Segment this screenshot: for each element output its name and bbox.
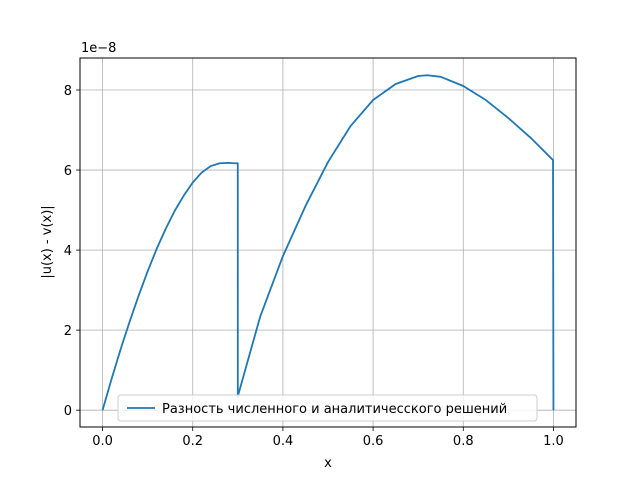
y-axis-label: |u(x) - v(x)|	[40, 205, 55, 278]
x-tick-label: 0.6	[363, 434, 384, 449]
x-axis-label: x	[324, 456, 332, 471]
legend: Разность численного и аналитичесского ре…	[117, 394, 538, 422]
series-line	[101, 74, 555, 411]
x-tick-label: 1.0	[543, 434, 564, 449]
y-tick-label: 0	[64, 404, 72, 419]
x-tick-label: 0.2	[182, 434, 203, 449]
y-tick-label: 6	[64, 164, 72, 179]
series-layer	[101, 74, 555, 411]
y-tick-label: 2	[64, 324, 72, 339]
x-tick-label: 0.8	[453, 434, 474, 449]
x-axis: 0.0 0.2 0.4 0.6 0.8 1.0	[92, 427, 564, 449]
x-tick-label: 0.0	[92, 434, 113, 449]
y-scale-label: 1e−8	[81, 41, 116, 56]
legend-box	[117, 394, 538, 422]
y-tick-label: 8	[64, 84, 72, 99]
plot-area	[79, 57, 577, 428]
y-axis: 0 2 4 6 8	[64, 84, 80, 419]
y-tick-label: 4	[64, 244, 72, 259]
x-tick-label: 0.4	[273, 434, 294, 449]
legend-label: Разность численного и аналитичесского ре…	[162, 402, 507, 417]
